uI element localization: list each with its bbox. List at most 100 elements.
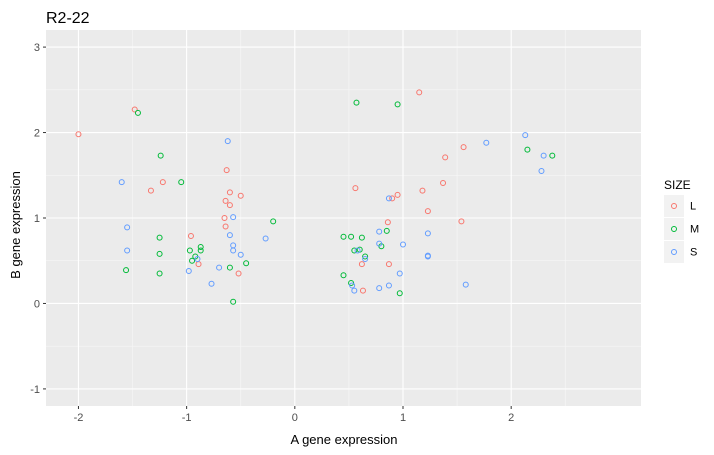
y-tick-label: 3 bbox=[34, 42, 40, 54]
legend-item-M: M bbox=[664, 218, 699, 240]
legend: SIZE LMS bbox=[664, 178, 699, 263]
data-point bbox=[230, 214, 237, 221]
data-point bbox=[235, 270, 242, 277]
x-axis-label: A gene expression bbox=[291, 432, 398, 447]
legend-label: S bbox=[690, 247, 697, 259]
data-point bbox=[383, 227, 390, 234]
data-point bbox=[442, 154, 449, 161]
legend-key bbox=[664, 218, 684, 240]
data-point bbox=[483, 139, 490, 146]
data-point bbox=[358, 261, 365, 268]
data-point bbox=[424, 208, 431, 215]
data-point bbox=[230, 298, 237, 305]
data-point bbox=[159, 179, 166, 186]
legend-symbol bbox=[671, 226, 677, 232]
data-point bbox=[460, 144, 467, 151]
data-point bbox=[358, 234, 365, 241]
x-tick-label: 2 bbox=[508, 412, 514, 424]
legend-item-L: L bbox=[664, 195, 696, 217]
data-point bbox=[424, 253, 431, 260]
data-point bbox=[131, 106, 138, 113]
data-point bbox=[440, 179, 447, 186]
data-point bbox=[124, 224, 131, 231]
x-tick-label: -2 bbox=[74, 412, 84, 424]
data-point bbox=[118, 179, 125, 186]
data-point bbox=[416, 89, 423, 96]
data-point bbox=[352, 185, 359, 192]
data-point bbox=[185, 267, 192, 274]
data-point bbox=[223, 167, 230, 174]
series-M bbox=[123, 99, 556, 305]
y-tick-label: 2 bbox=[34, 128, 40, 140]
legend-item-S: S bbox=[664, 241, 697, 263]
y-axis-ticks: -1 0 1 2 3 bbox=[30, 42, 46, 396]
legend-key bbox=[664, 241, 684, 263]
data-point bbox=[424, 230, 431, 237]
chart-title: R2-22 bbox=[46, 10, 90, 27]
data-point bbox=[194, 256, 201, 263]
data-point bbox=[187, 232, 194, 239]
data-point bbox=[147, 187, 154, 194]
legend-key bbox=[664, 195, 684, 217]
data-point bbox=[237, 192, 244, 199]
data-point bbox=[230, 247, 237, 254]
x-tick-label: 1 bbox=[400, 412, 406, 424]
data-point bbox=[189, 257, 196, 264]
data-point bbox=[123, 267, 130, 274]
x-tick-label: -1 bbox=[182, 412, 192, 424]
data-point bbox=[385, 261, 392, 268]
series-S bbox=[118, 132, 547, 294]
data-point bbox=[400, 241, 406, 248]
data-point bbox=[524, 146, 531, 153]
data-point bbox=[394, 191, 401, 198]
data-point bbox=[349, 282, 356, 289]
data-point bbox=[522, 132, 529, 139]
data-point bbox=[340, 272, 347, 279]
x-axis-ticks: -2 -1 0 1 2 bbox=[74, 406, 514, 424]
data-point bbox=[221, 215, 228, 221]
data-point bbox=[208, 280, 215, 287]
data-point bbox=[243, 260, 250, 267]
plot-panel bbox=[46, 30, 641, 406]
data-point bbox=[224, 138, 231, 145]
data-point bbox=[384, 219, 391, 226]
data-point bbox=[226, 189, 233, 196]
data-point bbox=[376, 240, 383, 247]
data-point bbox=[538, 168, 545, 174]
data-point bbox=[376, 228, 383, 235]
data-point bbox=[226, 202, 233, 209]
y-tick-label: 1 bbox=[34, 213, 40, 225]
data-point bbox=[359, 287, 366, 294]
data-point bbox=[549, 152, 556, 159]
data-point bbox=[134, 109, 141, 116]
data-point bbox=[348, 233, 355, 240]
data-point bbox=[156, 234, 163, 241]
data-point bbox=[458, 218, 465, 225]
data-point bbox=[419, 187, 426, 194]
x-tick-label: 0 bbox=[292, 412, 298, 424]
data-point bbox=[351, 247, 358, 254]
data-point bbox=[353, 99, 360, 106]
y-axis-label: B gene expression bbox=[8, 171, 23, 279]
data-point bbox=[362, 256, 369, 263]
series-L bbox=[75, 89, 467, 294]
data-point bbox=[389, 195, 396, 202]
data-point bbox=[340, 233, 347, 240]
data-point bbox=[178, 179, 185, 186]
data-point bbox=[156, 270, 163, 277]
data-point bbox=[385, 195, 392, 202]
data-point bbox=[540, 152, 547, 159]
data-point bbox=[157, 152, 164, 159]
data-point bbox=[226, 264, 233, 271]
data-point bbox=[462, 281, 469, 288]
data-point bbox=[222, 197, 229, 204]
data-point bbox=[216, 264, 223, 271]
legend-label: L bbox=[690, 201, 696, 213]
data-point bbox=[270, 218, 277, 225]
data-point bbox=[385, 282, 392, 289]
data-point bbox=[156, 250, 163, 257]
data-point bbox=[222, 223, 229, 230]
data-point bbox=[226, 232, 233, 239]
data-point bbox=[262, 235, 269, 242]
